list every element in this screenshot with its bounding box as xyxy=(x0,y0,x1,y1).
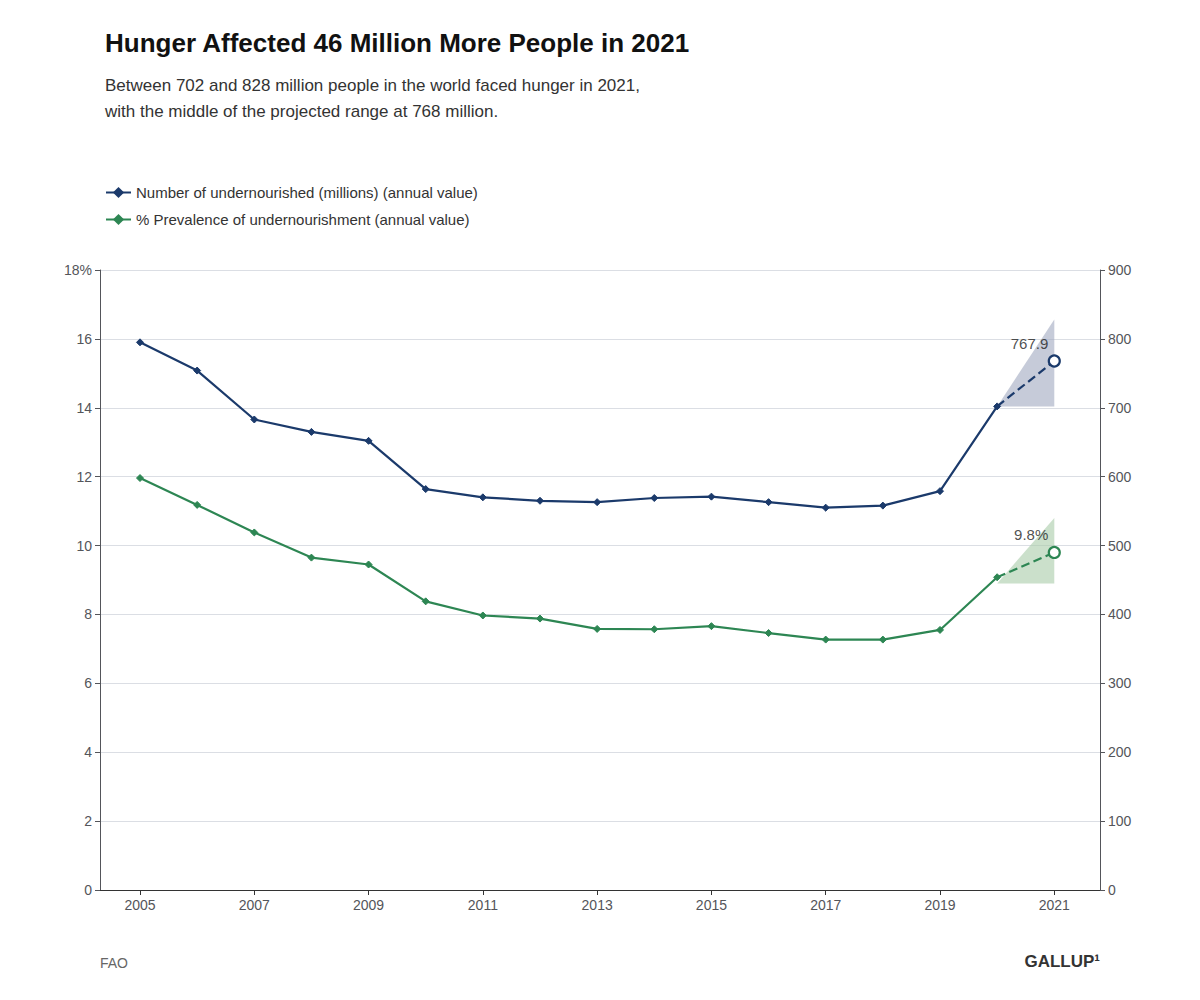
svg-text:2007: 2007 xyxy=(239,897,270,913)
svg-text:2019: 2019 xyxy=(924,897,955,913)
svg-text:2011: 2011 xyxy=(468,897,498,913)
svg-text:500: 500 xyxy=(1108,538,1132,554)
svg-text:with the middle of the project: with the middle of the projected range a… xyxy=(104,102,498,121)
svg-text:700: 700 xyxy=(1108,400,1132,416)
svg-text:0: 0 xyxy=(84,882,92,898)
svg-text:100: 100 xyxy=(1108,813,1132,829)
svg-text:2015: 2015 xyxy=(696,897,727,913)
svg-text:Number of undernourished (mill: Number of undernourished (millions) (ann… xyxy=(136,184,478,201)
svg-text:FAO: FAO xyxy=(100,955,128,971)
svg-text:0: 0 xyxy=(1108,882,1116,898)
svg-text:Between 702 and 828 million pe: Between 702 and 828 million people in th… xyxy=(105,76,640,95)
svg-text:2: 2 xyxy=(84,813,92,829)
svg-text:2017: 2017 xyxy=(810,897,841,913)
svg-text:2013: 2013 xyxy=(582,897,613,913)
svg-text:900: 900 xyxy=(1108,262,1132,278)
svg-text:767.9: 767.9 xyxy=(1011,335,1049,352)
svg-text:9.8%: 9.8% xyxy=(1014,526,1048,543)
svg-text:2005: 2005 xyxy=(124,897,155,913)
svg-text:800: 800 xyxy=(1108,331,1132,347)
svg-text:14: 14 xyxy=(76,400,92,416)
svg-text:300: 300 xyxy=(1108,675,1132,691)
svg-text:6: 6 xyxy=(84,675,92,691)
svg-text:16: 16 xyxy=(76,331,92,347)
svg-text:GALLUP¹: GALLUP¹ xyxy=(1024,952,1100,971)
svg-text:400: 400 xyxy=(1108,606,1132,622)
svg-text:10: 10 xyxy=(76,538,92,554)
svg-text:Hunger Affected 46 Million Mor: Hunger Affected 46 Million More People i… xyxy=(105,28,689,58)
svg-text:12: 12 xyxy=(76,469,92,485)
svg-text:18%: 18% xyxy=(64,262,92,278)
svg-text:600: 600 xyxy=(1108,469,1132,485)
svg-text:2021: 2021 xyxy=(1039,897,1070,913)
svg-text:% Prevalence of undernourishme: % Prevalence of undernourishment (annual… xyxy=(136,211,470,228)
svg-text:4: 4 xyxy=(84,744,92,760)
svg-text:200: 200 xyxy=(1108,744,1132,760)
svg-text:8: 8 xyxy=(84,606,92,622)
svg-text:2009: 2009 xyxy=(353,897,384,913)
